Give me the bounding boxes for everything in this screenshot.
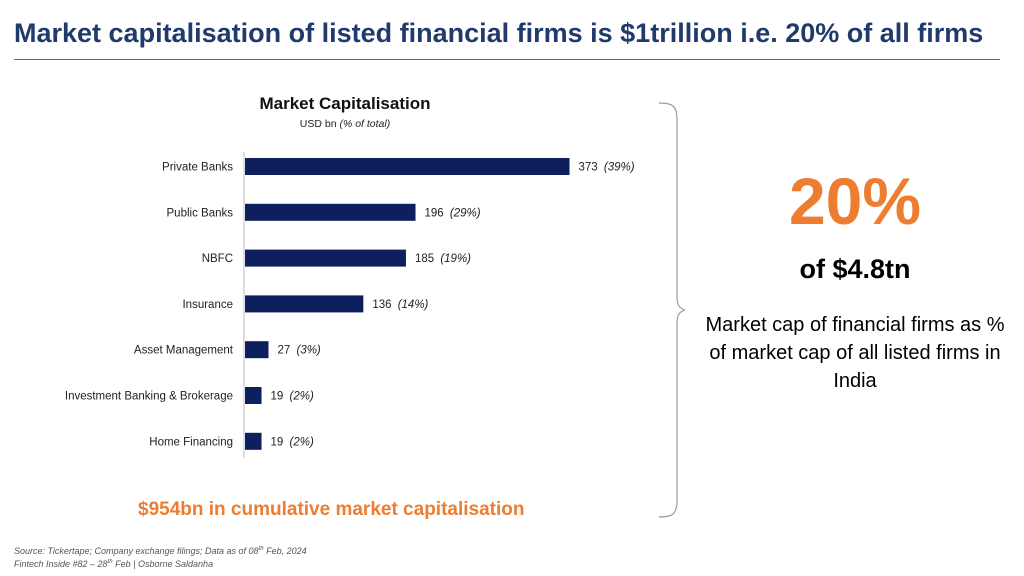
- credit-text: Fintech Inside #82 – 28: [14, 559, 108, 569]
- credit-note: Fintech Inside #82 – 28th Feb | Osborne …: [14, 559, 213, 569]
- category-label: NBFC: [202, 253, 233, 265]
- category-label: Asset Management: [134, 345, 234, 357]
- bar: [245, 249, 406, 267]
- highlight-of-total: of $4.8tn: [799, 254, 911, 284]
- credit-tail: Feb | Osborne Saldanha: [112, 559, 213, 569]
- chart-subtitle: USD bn (% of total): [245, 118, 445, 130]
- value-label: 19 (2%): [271, 391, 314, 403]
- value-label: 196 (29%): [425, 207, 481, 219]
- bar: [245, 387, 262, 404]
- value-label: 136 (14%): [372, 299, 428, 311]
- bar: [245, 203, 416, 221]
- chart-unit-note: (% of total): [339, 118, 391, 130]
- category-label: Private Banks: [162, 162, 233, 174]
- highlight-description: Market cap of financial firms as % of ma…: [705, 314, 1005, 392]
- category-label: Insurance: [182, 299, 233, 311]
- title-divider: [14, 59, 1000, 60]
- bar: [245, 295, 364, 313]
- value-label: 27 (3%): [277, 345, 320, 357]
- category-label: Public Banks: [167, 207, 234, 219]
- source-tail: Feb, 2024: [263, 546, 307, 556]
- credit-sup: th: [107, 559, 113, 565]
- right-brace: [658, 102, 685, 518]
- source-note: Source: Tickertape; Company exchange fil…: [14, 546, 307, 556]
- category-label: Home Financing: [149, 436, 233, 448]
- source-sup: th: [258, 546, 264, 552]
- source-text: Source: Tickertape; Company exchange fil…: [14, 546, 259, 556]
- bar: [245, 158, 570, 175]
- bar: [245, 432, 262, 450]
- bar-chart: Private Banks 373 (39%) Public Banks 196 (2…: [65, 152, 635, 458]
- cumulative-summary: $954bn in cumulative market capitalisati…: [138, 499, 525, 520]
- page-title: Market capitalisation of listed financia…: [14, 18, 984, 48]
- value-label: 185 (19%): [415, 253, 471, 265]
- value-label: 373 (39%): [579, 162, 635, 174]
- category-label: Investment Banking & Brokerage: [65, 391, 233, 403]
- highlight-percent: 20%: [788, 164, 922, 238]
- chart-title: Market Capitalisation: [259, 94, 431, 113]
- bar: [245, 341, 269, 359]
- chart-unit: USD bn: [299, 118, 340, 130]
- value-label: 19 (2%): [271, 436, 314, 448]
